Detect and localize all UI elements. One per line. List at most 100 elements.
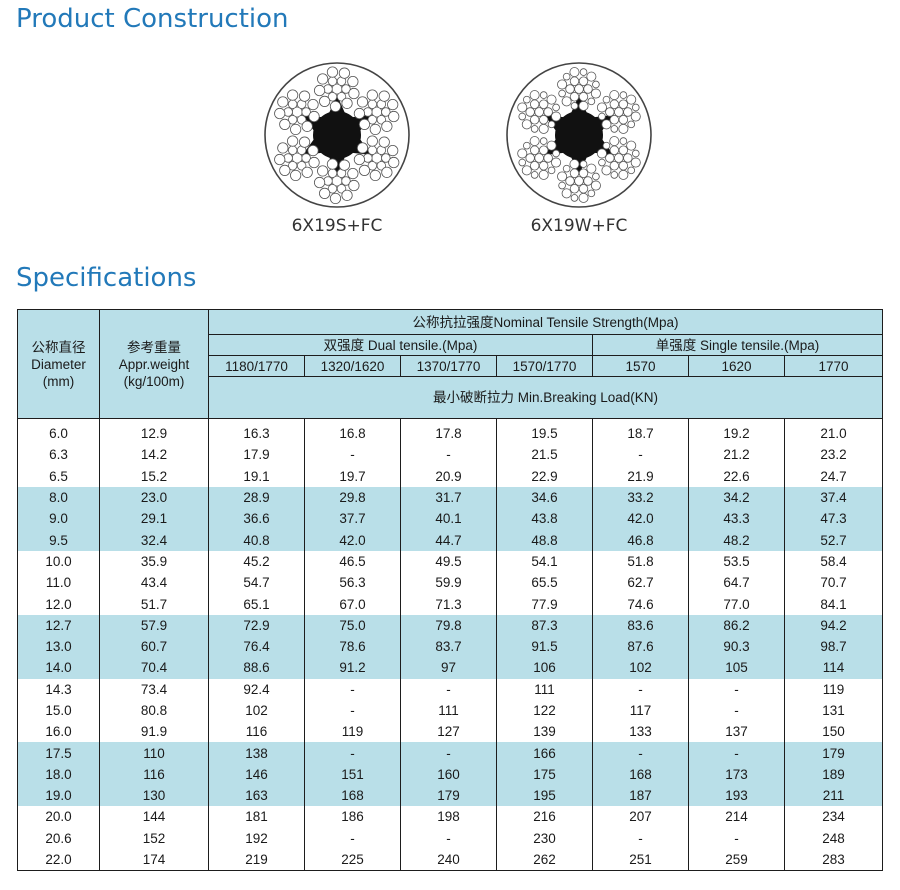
table-row: 12.7 57.9 72.9 75.0 79.8 87.3 83.6 86.2 94.2 [17, 614, 883, 636]
table-cell: 151 [304, 763, 401, 786]
header-grade: 1620 [688, 355, 785, 377]
table-cell: - [304, 827, 401, 849]
table-cell: 248 [784, 827, 883, 849]
table-cell: 152 [99, 827, 209, 849]
table-cell: 70.4 [99, 657, 209, 679]
table-cell: 127 [400, 721, 497, 743]
table-cell: 21.9 [592, 465, 689, 487]
table-cell: 77.0 [688, 593, 785, 615]
header-grade: 1180/1770 [208, 355, 305, 377]
table-cell: 225 [304, 848, 401, 872]
header-min-breaking-load: 最小破断拉力 Min.Breaking Load(KN) [208, 376, 883, 419]
table-cell: 211 [784, 785, 883, 807]
specifications-table: 公称直径 Diameter (mm) 参考重量 Appr.weight (kg/… [17, 309, 883, 872]
table-cell: 20.0 [17, 806, 100, 828]
table-cell: 36.6 [208, 508, 305, 530]
table-cell: 54.7 [208, 572, 305, 594]
table-cell: 262 [496, 848, 593, 872]
table-cell: 83.6 [592, 614, 689, 636]
table-cell: 119 [304, 721, 401, 743]
table-cell: 90.3 [688, 635, 785, 658]
table-cell: 19.0 [17, 785, 100, 807]
table-row: 14.3 73.4 92.4- -111- -119 [17, 678, 883, 700]
table-cell: 56.3 [304, 572, 401, 594]
table-row: 15.0 80.8 102-111 122 117-131 [17, 699, 883, 722]
table-cell: 195 [496, 785, 593, 807]
table-cell: 80.8 [99, 699, 209, 722]
table-cell: 32.4 [99, 529, 209, 551]
table-cell: 214 [688, 806, 785, 828]
table-cell: 175 [496, 763, 593, 786]
table-cell: 21.0 [784, 418, 883, 445]
table-cell: 22.9 [496, 465, 593, 487]
table-cell: 77.9 [496, 593, 593, 615]
table-cell: - [304, 742, 401, 764]
table-cell: 19.2 [688, 418, 785, 445]
table-cell: 18.0 [17, 763, 100, 786]
table-cell: 111 [400, 699, 497, 722]
table-cell: 119 [784, 678, 883, 700]
table-cell: 98.7 [784, 635, 883, 658]
table-cell: 60.7 [99, 635, 209, 658]
header-nominal-tensile: 公称抗拉强度Nominal Tensile Strength(Mpa) [208, 309, 883, 335]
rope-diagram-6x19w: 6X19W+FC [494, 60, 664, 236]
table-cell: 21.2 [688, 444, 785, 466]
table-cell: 174 [99, 848, 209, 872]
table-cell: 102 [208, 699, 305, 722]
table-row: 17.5 110 138- -166- -179 [17, 742, 883, 764]
table-row: 8.0 23.0 28.9 29.8 31.7 34.6 33.2 34.2 37.4 [17, 486, 883, 509]
diagram-caption: 6X19S+FC [291, 216, 383, 236]
table-cell: 6.3 [17, 444, 100, 466]
table-cell: 14.2 [99, 444, 209, 466]
table-row: 6.3 14.2 17.9- -21.5-21.2 23.2 [17, 444, 883, 466]
table-cell: 65.1 [208, 593, 305, 615]
table-cell: 198 [400, 806, 497, 828]
section-title-construction: Product Construction [16, 4, 289, 34]
table-cell: 219 [208, 848, 305, 872]
table-cell: - [304, 678, 401, 700]
table-row: 6.0 12.9 16.3 16.8 17.8 19.5 18.7 19.2 21.0 [17, 418, 883, 445]
table-cell: 14.3 [17, 678, 100, 700]
table-cell: 283 [784, 848, 883, 872]
table-cell: 130 [99, 785, 209, 807]
table-cell: 75.0 [304, 614, 401, 636]
table-row: 12.0 51.7 65.1 67.0 71.3 77.9 74.6 77.0 84.1 [17, 593, 883, 615]
table-row: 14.0 70.4 88.6 91.2 97 106 102 105 114 [17, 657, 883, 679]
header-grade: 1570/1770 [496, 355, 593, 377]
table-cell: 88.6 [208, 657, 305, 679]
table-cell: 187 [592, 785, 689, 807]
table-cell: 44.7 [400, 529, 497, 551]
table-cell: 31.7 [400, 486, 497, 509]
table-cell: 40.8 [208, 529, 305, 551]
table-cell: 166 [496, 742, 593, 764]
table-cell: 12.7 [17, 614, 100, 636]
table-cell: 19.5 [496, 418, 593, 445]
table-cell: 86.2 [688, 614, 785, 636]
table-cell: 79.8 [400, 614, 497, 636]
table-cell: 40.1 [400, 508, 497, 530]
table-cell: 46.8 [592, 529, 689, 551]
table-cell: 19.1 [208, 465, 305, 487]
table-row: 19.0 130 163 168 179 195 187 193 211 [17, 785, 883, 807]
table-cell: 173 [688, 763, 785, 786]
table-cell: 259 [688, 848, 785, 872]
header-grade: 1770 [784, 355, 883, 377]
table-row: 13.0 60.7 76.4 78.6 83.7 91.5 87.6 90.3 98.7 [17, 635, 883, 658]
table-cell: 15.2 [99, 465, 209, 487]
table-cell: 72.9 [208, 614, 305, 636]
table-cell: 146 [208, 763, 305, 786]
table-cell: 33.2 [592, 486, 689, 509]
table-cell: 47.3 [784, 508, 883, 530]
table-cell: 168 [304, 785, 401, 807]
table-cell: 57.9 [99, 614, 209, 636]
table-cell: 105 [688, 657, 785, 679]
table-cell: 160 [400, 763, 497, 786]
table-cell: 192 [208, 827, 305, 849]
table-cell: 17.9 [208, 444, 305, 466]
table-cell: 16.3 [208, 418, 305, 445]
table-cell: - [304, 444, 401, 466]
table-cell: 23.0 [99, 486, 209, 509]
table-cell: 51.7 [99, 593, 209, 615]
table-cell: 45.2 [208, 550, 305, 573]
table-cell: 20.9 [400, 465, 497, 487]
